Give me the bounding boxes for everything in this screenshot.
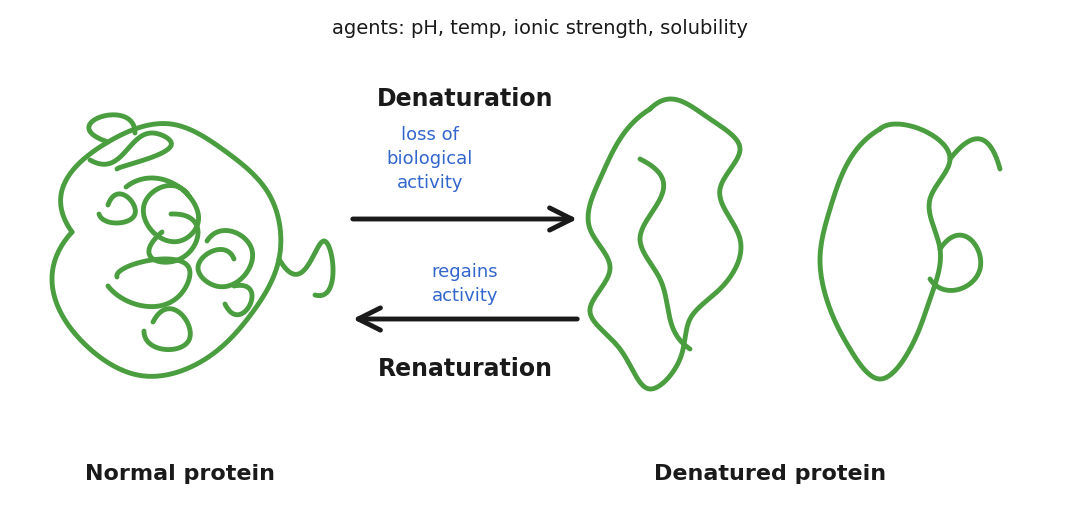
Text: Renaturation: Renaturation — [378, 357, 553, 381]
Text: Denatured protein: Denatured protein — [653, 464, 886, 484]
Text: agents: pH, temp, ionic strength, solubility: agents: pH, temp, ionic strength, solubi… — [332, 19, 748, 38]
Text: Denaturation: Denaturation — [377, 87, 553, 111]
Text: regains
activity: regains activity — [432, 263, 498, 305]
Text: Normal protein: Normal protein — [85, 464, 275, 484]
Text: loss of
biological
activity: loss of biological activity — [387, 126, 473, 191]
